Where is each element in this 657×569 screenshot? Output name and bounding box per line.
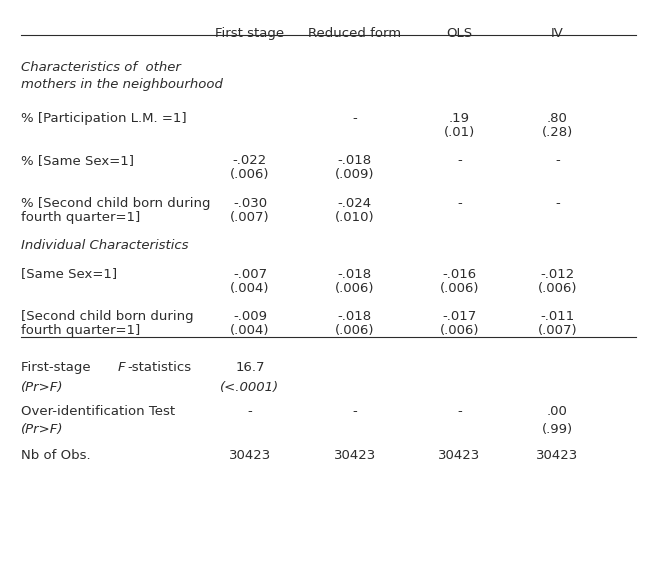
Text: .80: .80 bbox=[547, 112, 568, 125]
Text: -: - bbox=[457, 197, 462, 210]
Text: 16.7: 16.7 bbox=[235, 361, 265, 374]
Text: F: F bbox=[118, 361, 125, 374]
Text: (.004): (.004) bbox=[230, 282, 270, 295]
Text: 30423: 30423 bbox=[229, 449, 271, 461]
Text: (.006): (.006) bbox=[230, 168, 270, 182]
Text: -.009: -.009 bbox=[233, 310, 267, 323]
Text: -: - bbox=[352, 112, 357, 125]
Text: 30423: 30423 bbox=[536, 449, 579, 461]
Text: mothers in the neighbourhood: mothers in the neighbourhood bbox=[21, 78, 223, 91]
Text: -: - bbox=[555, 154, 560, 167]
Text: (Pr>F): (Pr>F) bbox=[21, 423, 64, 436]
Text: -.007: -.007 bbox=[233, 267, 267, 281]
Text: .00: .00 bbox=[547, 405, 568, 418]
Text: -.018: -.018 bbox=[338, 154, 372, 167]
Text: (<.0001): (<.0001) bbox=[221, 381, 280, 394]
Text: -.011: -.011 bbox=[540, 310, 575, 323]
Text: (.010): (.010) bbox=[335, 211, 374, 224]
Text: (.006): (.006) bbox=[335, 324, 374, 337]
Text: -.018: -.018 bbox=[338, 310, 372, 323]
Text: First-stage: First-stage bbox=[21, 361, 95, 374]
Text: (.006): (.006) bbox=[537, 282, 578, 295]
Text: IV: IV bbox=[551, 27, 564, 40]
Text: Over-identification Test: Over-identification Test bbox=[21, 405, 175, 418]
Text: -.030: -.030 bbox=[233, 197, 267, 210]
Text: (.01): (.01) bbox=[443, 126, 475, 139]
Text: 30423: 30423 bbox=[334, 449, 376, 461]
Text: First stage: First stage bbox=[215, 27, 284, 40]
Text: (.004): (.004) bbox=[230, 324, 270, 337]
Text: (.007): (.007) bbox=[230, 211, 270, 224]
Text: % [Participation L.M. =1]: % [Participation L.M. =1] bbox=[21, 112, 187, 125]
Text: -.012: -.012 bbox=[540, 267, 575, 281]
Text: Reduced form: Reduced form bbox=[308, 27, 401, 40]
Text: -.016: -.016 bbox=[442, 267, 476, 281]
Text: OLS: OLS bbox=[446, 27, 472, 40]
Text: Nb of Obs.: Nb of Obs. bbox=[21, 449, 91, 461]
Text: Individual Characteristics: Individual Characteristics bbox=[21, 239, 189, 252]
Text: -: - bbox=[248, 405, 252, 418]
Text: -.018: -.018 bbox=[338, 267, 372, 281]
Text: (.007): (.007) bbox=[537, 324, 578, 337]
Text: -statistics: -statistics bbox=[127, 361, 191, 374]
Text: (Pr>F): (Pr>F) bbox=[21, 381, 64, 394]
Text: (.006): (.006) bbox=[440, 324, 479, 337]
Text: -: - bbox=[555, 197, 560, 210]
Text: % [Same Sex=1]: % [Same Sex=1] bbox=[21, 154, 134, 167]
Text: [Same Sex=1]: [Same Sex=1] bbox=[21, 267, 117, 281]
Text: % [Second child born during: % [Second child born during bbox=[21, 197, 210, 210]
Text: -.017: -.017 bbox=[442, 310, 476, 323]
Text: (.006): (.006) bbox=[335, 282, 374, 295]
Text: fourth quarter=1]: fourth quarter=1] bbox=[21, 324, 140, 337]
Text: [Second child born during: [Second child born during bbox=[21, 310, 194, 323]
Text: fourth quarter=1]: fourth quarter=1] bbox=[21, 211, 140, 224]
Text: -.022: -.022 bbox=[233, 154, 267, 167]
Text: -: - bbox=[352, 405, 357, 418]
Text: -: - bbox=[457, 154, 462, 167]
Text: -.024: -.024 bbox=[338, 197, 372, 210]
Text: -: - bbox=[457, 405, 462, 418]
Text: (.006): (.006) bbox=[440, 282, 479, 295]
Text: (.28): (.28) bbox=[542, 126, 573, 139]
Text: 30423: 30423 bbox=[438, 449, 480, 461]
Text: .19: .19 bbox=[449, 112, 470, 125]
Text: (.99): (.99) bbox=[542, 423, 573, 436]
Text: (.009): (.009) bbox=[335, 168, 374, 182]
Text: Characteristics of  other: Characteristics of other bbox=[21, 61, 181, 74]
